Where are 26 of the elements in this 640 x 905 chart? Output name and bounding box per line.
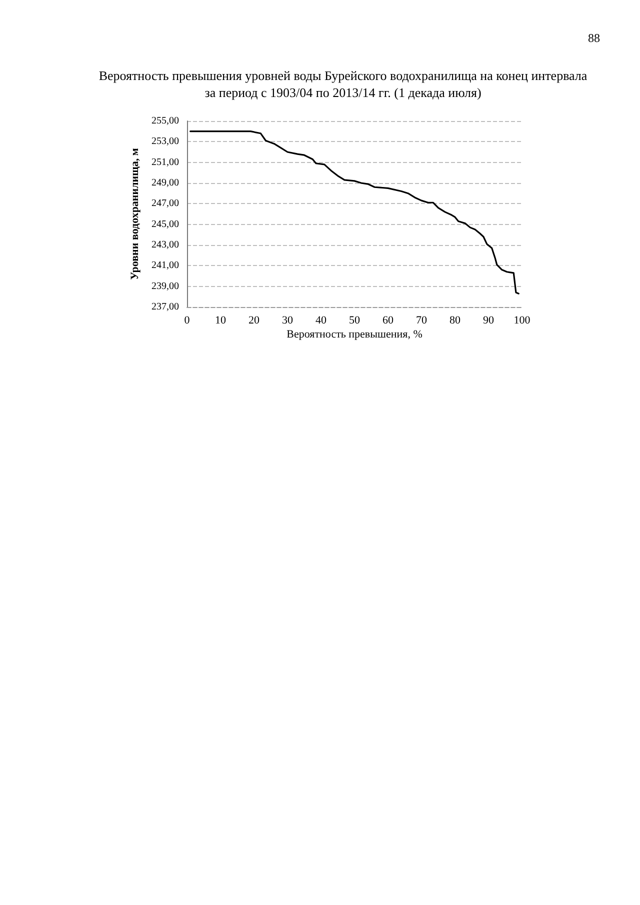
x-tick-label: 70 xyxy=(416,314,428,326)
y-tick-label: 241,00 xyxy=(152,260,179,272)
y-tick-label: 251,00 xyxy=(152,156,179,168)
x-tick-label: 0 xyxy=(184,314,190,326)
text: 88 xyxy=(588,31,600,45)
y-tick-label: 249,00 xyxy=(152,178,179,188)
x-tick-label: 30 xyxy=(282,314,294,326)
x-tick-label: 100 xyxy=(514,314,531,326)
x-tick-label: 10 xyxy=(215,314,226,326)
y-tick-label: 237,00 xyxy=(152,302,179,312)
x-tick-label: 60 xyxy=(382,314,394,326)
y-axis-title: Уровни водохранилища, м xyxy=(129,148,142,280)
y-tick-label: 255,00 xyxy=(152,116,179,126)
y-tick-label: 243,00 xyxy=(152,240,179,250)
x-tick-label: 40 xyxy=(316,314,327,326)
line-series xyxy=(190,130,520,294)
x-tick-label: 90 xyxy=(483,314,494,326)
x-tick-label: 20 xyxy=(248,314,260,326)
y-tick-label: 245,00 xyxy=(152,218,179,230)
x-tick-label: 80 xyxy=(450,314,461,326)
x-axis-title: Вероятность превышения, % xyxy=(286,328,422,340)
chart-title: Вероятность превышения уровней воды Бурейского водохранилища на конец интервала за период с 1903/04 по 2013/14 гг. (1 декада июля) xyxy=(98,68,588,100)
y-tick-label: 253,00 xyxy=(152,136,179,148)
x-tick-label: 50 xyxy=(349,314,360,326)
y-tick-label: 247,00 xyxy=(152,198,179,210)
y-tick-label: 239,00 xyxy=(152,280,179,292)
